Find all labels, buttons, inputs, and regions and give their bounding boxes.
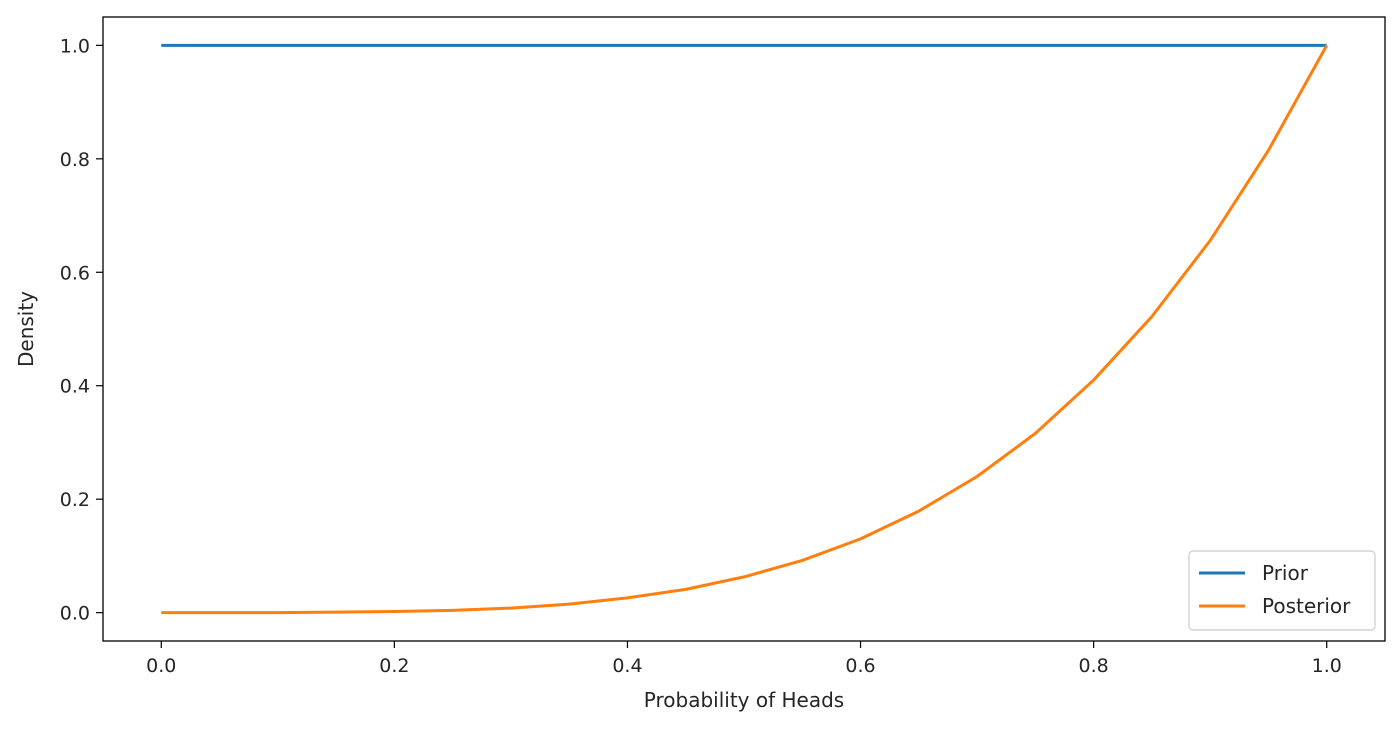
legend-label-prior: Prior: [1262, 561, 1309, 585]
x-axis-label: Probability of Heads: [644, 688, 844, 712]
y-tick-label: 0.4: [60, 376, 90, 398]
x-tick-label: 0.8: [1079, 655, 1109, 677]
axes-frame: [102, 16, 1386, 642]
plot-area: [161, 43, 1329, 615]
x-tick-label: 1.0: [1312, 655, 1342, 677]
x-tick-label: 0.4: [612, 655, 642, 677]
y-tick-label: 0.6: [60, 262, 90, 284]
x-tick-label: 0.0: [146, 655, 176, 677]
y-axis-label: Density: [14, 291, 38, 367]
x-tick-label: 0.2: [379, 655, 409, 677]
y-tick-label: 0.0: [60, 603, 90, 625]
y-tick-label: 0.8: [60, 149, 90, 171]
axis-ticks: 0.0 0.2 0.4 0.6 0.8 1.0 0.0 0.2 0.4 0.6 0.8 1.0: [60, 35, 1342, 677]
legend-box: [1188, 550, 1376, 631]
y-tick-label: 1.0: [60, 35, 90, 57]
y-tick-label: 0.2: [60, 489, 90, 511]
legend-label-posterior: Posterior: [1262, 594, 1351, 618]
legend: Prior Posterior: [1188, 550, 1376, 631]
x-tick-label: 0.6: [845, 655, 875, 677]
series-line-posterior: [161, 44, 1329, 615]
